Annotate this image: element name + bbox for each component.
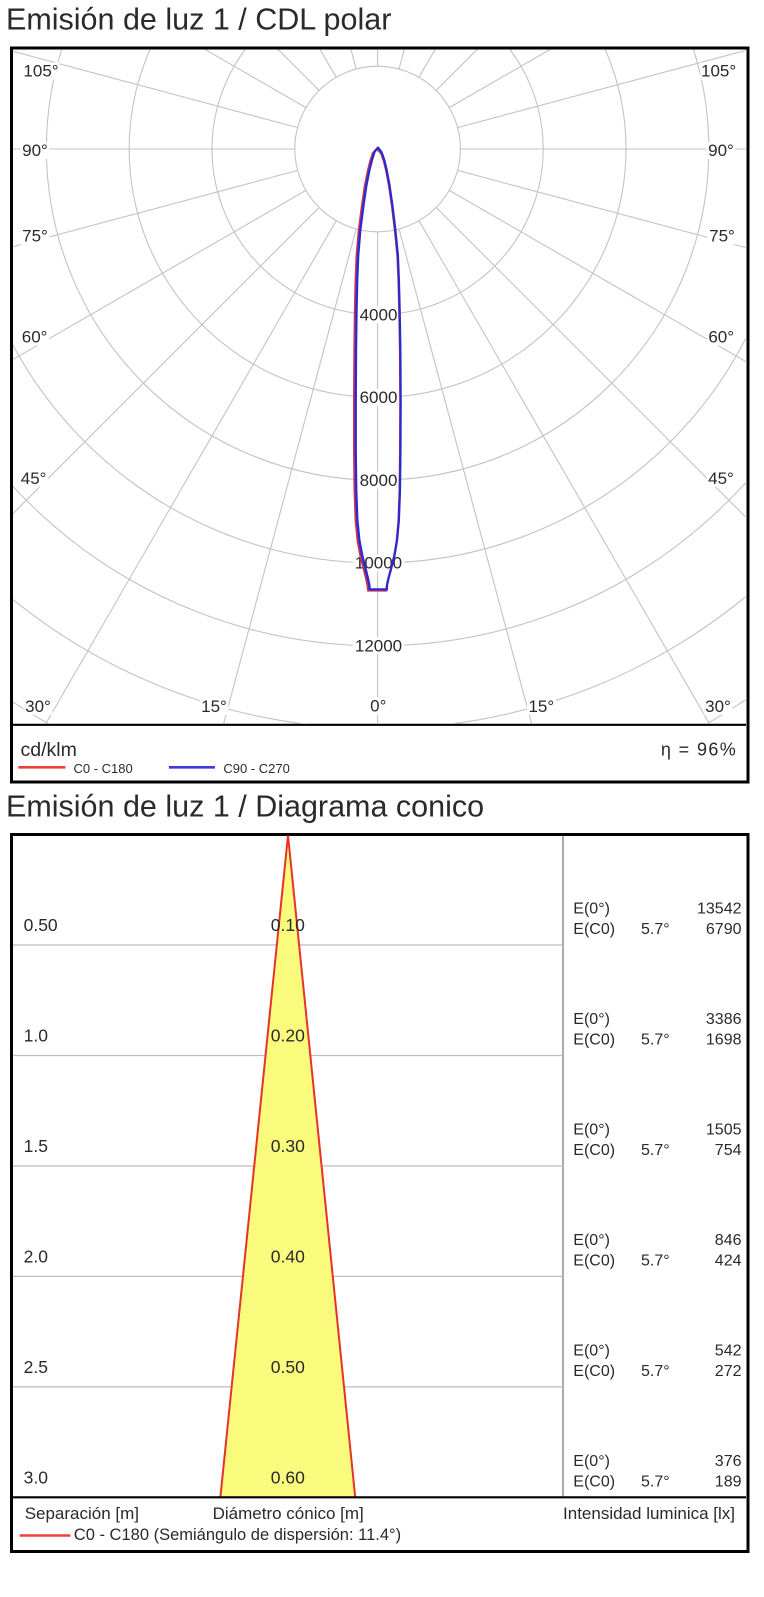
svg-text:15°: 15° bbox=[201, 697, 227, 716]
svg-text:424: 424 bbox=[715, 1253, 742, 1270]
svg-text:45°: 45° bbox=[21, 469, 47, 488]
svg-text:1.5: 1.5 bbox=[24, 1136, 48, 1156]
svg-text:5.7°: 5.7° bbox=[641, 921, 670, 938]
svg-text:754: 754 bbox=[715, 1142, 742, 1159]
svg-text:5.7°: 5.7° bbox=[641, 1363, 670, 1380]
svg-text:3.0: 3.0 bbox=[24, 1467, 49, 1487]
svg-text:30°: 30° bbox=[25, 697, 51, 716]
svg-text:C90 - C270: C90 - C270 bbox=[223, 761, 289, 776]
svg-text:2.0: 2.0 bbox=[24, 1246, 49, 1266]
svg-text:1505: 1505 bbox=[706, 1122, 742, 1139]
svg-text:5.7°: 5.7° bbox=[641, 1473, 670, 1490]
svg-text:E(0°): E(0°) bbox=[573, 1011, 610, 1028]
svg-text:E(C0): E(C0) bbox=[573, 921, 615, 938]
svg-text:12000: 12000 bbox=[355, 636, 402, 655]
svg-text:1.0: 1.0 bbox=[24, 1026, 49, 1046]
svg-text:E(0°): E(0°) bbox=[573, 1232, 610, 1249]
svg-text:4000: 4000 bbox=[360, 305, 398, 324]
svg-text:cd/klm: cd/klm bbox=[21, 739, 77, 761]
svg-text:E(C0): E(C0) bbox=[573, 1363, 615, 1380]
svg-text:75°: 75° bbox=[22, 227, 48, 246]
svg-text:C0 - C180 (Semiángulo de dispe: C0 - C180 (Semiángulo de dispersión: 11.… bbox=[74, 1526, 401, 1544]
svg-text:E(0°): E(0°) bbox=[573, 1453, 610, 1470]
svg-text:E(C0): E(C0) bbox=[573, 1473, 615, 1490]
svg-text:E(C0): E(C0) bbox=[573, 1253, 615, 1270]
svg-text:5.7°: 5.7° bbox=[641, 1142, 670, 1159]
svg-text:15°: 15° bbox=[528, 697, 554, 716]
svg-text:2.5: 2.5 bbox=[24, 1357, 48, 1377]
svg-text:8000: 8000 bbox=[360, 471, 398, 490]
svg-text:E(0°): E(0°) bbox=[573, 1122, 610, 1139]
svg-text:3386: 3386 bbox=[706, 1011, 742, 1028]
svg-text:0.20: 0.20 bbox=[271, 1026, 305, 1046]
svg-text:376: 376 bbox=[715, 1453, 742, 1470]
svg-text:13542: 13542 bbox=[697, 901, 742, 918]
svg-text:Intensidad luminica [lx]: Intensidad luminica [lx] bbox=[563, 1504, 735, 1523]
svg-text:Separación [m]: Separación [m] bbox=[25, 1504, 139, 1523]
svg-text:0.10: 0.10 bbox=[271, 915, 305, 935]
svg-text:0.60: 0.60 bbox=[271, 1467, 305, 1487]
svg-text:75°: 75° bbox=[709, 227, 735, 246]
svg-text:0.50: 0.50 bbox=[24, 915, 58, 935]
svg-text:30°: 30° bbox=[705, 697, 731, 716]
svg-text:0.50: 0.50 bbox=[271, 1357, 305, 1377]
svg-text:η = 96%: η = 96% bbox=[661, 740, 737, 760]
svg-text:90°: 90° bbox=[22, 141, 48, 160]
svg-text:E(0°): E(0°) bbox=[573, 1343, 610, 1360]
svg-text:0°: 0° bbox=[370, 696, 386, 715]
svg-text:1698: 1698 bbox=[706, 1032, 742, 1049]
svg-text:0.40: 0.40 bbox=[271, 1246, 305, 1266]
svg-text:846: 846 bbox=[715, 1232, 742, 1249]
svg-text:E(C0): E(C0) bbox=[573, 1142, 615, 1159]
svg-text:5.7°: 5.7° bbox=[641, 1253, 670, 1270]
svg-text:189: 189 bbox=[715, 1473, 742, 1490]
svg-text:5.7°: 5.7° bbox=[641, 1032, 670, 1049]
svg-text:0.30: 0.30 bbox=[271, 1136, 305, 1156]
svg-text:60°: 60° bbox=[708, 328, 734, 347]
svg-text:C0 - C180: C0 - C180 bbox=[74, 761, 133, 776]
svg-text:E(0°): E(0°) bbox=[573, 901, 610, 918]
svg-text:Emisión de luz 1 / CDL polar: Emisión de luz 1 / CDL polar bbox=[6, 3, 391, 37]
svg-text:542: 542 bbox=[715, 1343, 742, 1360]
svg-text:45°: 45° bbox=[708, 469, 734, 488]
svg-text:E(C0): E(C0) bbox=[573, 1032, 615, 1049]
svg-text:Diámetro cónico [m]: Diámetro cónico [m] bbox=[213, 1504, 364, 1523]
svg-text:6000: 6000 bbox=[360, 388, 398, 407]
svg-text:6790: 6790 bbox=[706, 921, 742, 938]
svg-text:272: 272 bbox=[715, 1363, 742, 1380]
svg-text:90°: 90° bbox=[708, 141, 734, 160]
svg-text:105°: 105° bbox=[701, 62, 736, 81]
svg-text:105°: 105° bbox=[23, 62, 58, 81]
svg-text:Emisión de luz 1 / Diagrama co: Emisión de luz 1 / Diagrama conico bbox=[6, 790, 484, 824]
svg-text:60°: 60° bbox=[22, 328, 48, 347]
